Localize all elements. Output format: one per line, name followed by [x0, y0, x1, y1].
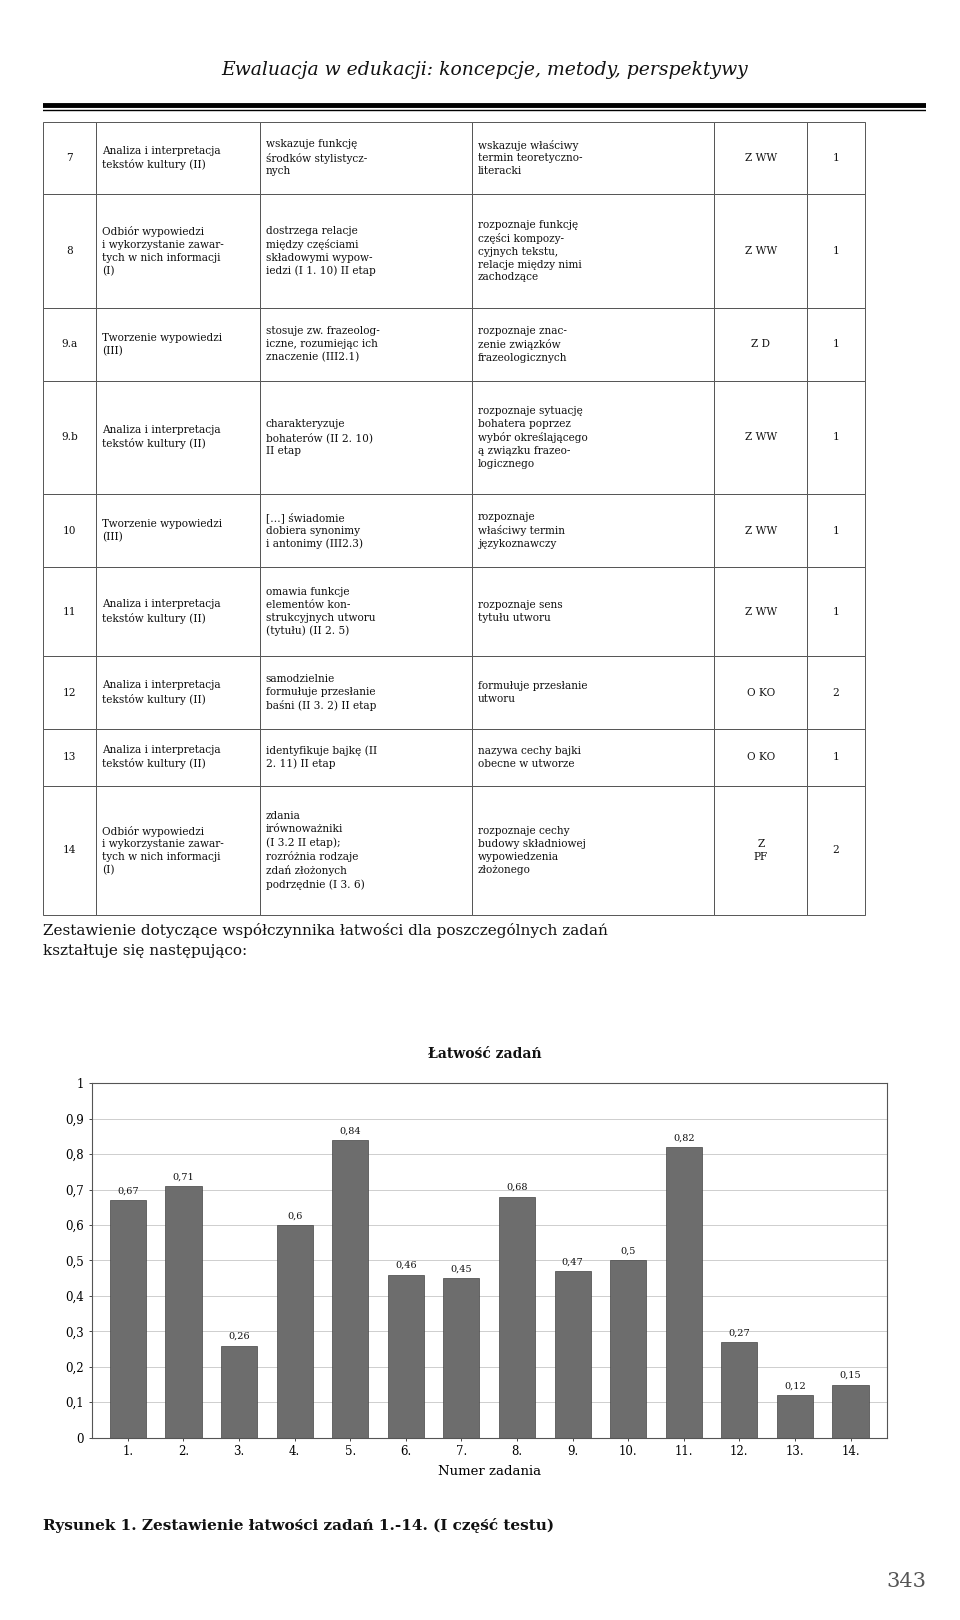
Bar [165, 1186, 202, 1437]
Text: 1: 1 [832, 752, 839, 763]
Text: charakteryzuje
bohaterów (II 2. 10)
II etap: charakteryzuje bohaterów (II 2. 10) II e… [266, 420, 372, 455]
Text: nazywa cechy bajki
obecne w utworze: nazywa cechy bajki obecne w utworze [478, 745, 581, 770]
FancyBboxPatch shape [43, 194, 96, 308]
FancyBboxPatch shape [43, 494, 96, 567]
Bar [276, 1225, 313, 1437]
FancyBboxPatch shape [807, 381, 865, 494]
FancyBboxPatch shape [714, 308, 807, 381]
Text: zdania
irównoważniki
(I 3.2 II etap);
rozróżnia rodzaje
zdań złożonych
podrzędni: zdania irównoważniki (I 3.2 II etap); ro… [266, 812, 365, 889]
Text: Ewaluacja w edukacji: koncepcje, metody, perspektywy: Ewaluacja w edukacji: koncepcje, metody,… [222, 62, 748, 79]
FancyBboxPatch shape [96, 122, 259, 194]
FancyBboxPatch shape [471, 567, 714, 656]
Text: Z WW: Z WW [745, 433, 777, 442]
FancyBboxPatch shape [43, 567, 96, 656]
Text: formułuje przesłanie
utworu: formułuje przesłanie utworu [478, 680, 588, 705]
Bar [611, 1260, 646, 1437]
Text: 7: 7 [66, 152, 73, 164]
Text: rozpoznaje sytuację
bohatera poprzez
wybór określającego
ą związku frazeo-
logic: rozpoznaje sytuację bohatera poprzez wyb… [478, 407, 588, 468]
FancyBboxPatch shape [807, 194, 865, 308]
FancyBboxPatch shape [471, 308, 714, 381]
FancyBboxPatch shape [714, 729, 807, 786]
Text: 0,84: 0,84 [340, 1126, 361, 1136]
Text: stosuje zw. frazeolog-
iczne, rozumiejąc ich
znaczenie (III2.1): stosuje zw. frazeolog- iczne, rozumiejąc… [266, 326, 379, 363]
Text: 14: 14 [63, 846, 77, 855]
Text: rozpoznaje funkcję
części kompozy-
cyjnych tekstu,
relacje między nimi
zachodząc: rozpoznaje funkcję części kompozy- cyjny… [478, 220, 582, 282]
Text: 0,47: 0,47 [562, 1257, 584, 1267]
Text: Odbiór wypowiedzi
i wykorzystanie zawar-
tych w nich informacji
(I): Odbiór wypowiedzi i wykorzystanie zawar-… [103, 826, 224, 875]
Text: 0,15: 0,15 [840, 1371, 861, 1380]
Text: O KO: O KO [747, 752, 775, 763]
Text: 1: 1 [832, 606, 839, 617]
Text: 0,45: 0,45 [450, 1265, 472, 1273]
FancyBboxPatch shape [807, 308, 865, 381]
Text: rozpoznaje
właściwy termin
językoznawczy: rozpoznaje właściwy termin językoznawczy [478, 512, 564, 549]
FancyBboxPatch shape [714, 122, 807, 194]
FancyBboxPatch shape [96, 494, 259, 567]
Text: 1: 1 [832, 433, 839, 442]
FancyBboxPatch shape [807, 567, 865, 656]
Text: Analiza i interpretacja
tekstów kultury (II): Analiza i interpretacja tekstów kultury … [103, 426, 221, 449]
Text: rozpoznaje znac-
zenie związków
frazeologicznych: rozpoznaje znac- zenie związków frazeolo… [478, 326, 567, 363]
FancyBboxPatch shape [714, 494, 807, 567]
Text: 0,26: 0,26 [228, 1332, 250, 1341]
Text: Łatwość zadań: Łatwość zadań [428, 1047, 541, 1061]
Text: 1: 1 [832, 339, 839, 350]
Text: Analiza i interpretacja
tekstów kultury (II): Analiza i interpretacja tekstów kultury … [103, 599, 221, 624]
Bar [665, 1147, 702, 1437]
FancyBboxPatch shape [714, 786, 807, 915]
FancyBboxPatch shape [714, 567, 807, 656]
FancyBboxPatch shape [259, 194, 471, 308]
Bar [555, 1272, 590, 1437]
Text: O KO: O KO [747, 687, 775, 698]
Text: 2: 2 [832, 687, 839, 698]
Text: 1: 1 [832, 152, 839, 164]
FancyBboxPatch shape [807, 786, 865, 915]
FancyBboxPatch shape [96, 786, 259, 915]
FancyBboxPatch shape [807, 494, 865, 567]
FancyBboxPatch shape [807, 656, 865, 729]
Text: Zestawienie dotyczące współczynnika łatwości dla poszczególnych zadań
kształtuje: Zestawienie dotyczące współczynnika łatw… [43, 923, 608, 957]
FancyBboxPatch shape [259, 494, 471, 567]
FancyBboxPatch shape [259, 656, 471, 729]
FancyBboxPatch shape [96, 381, 259, 494]
Text: 0,5: 0,5 [620, 1247, 636, 1256]
FancyBboxPatch shape [259, 786, 471, 915]
Bar [444, 1278, 479, 1437]
Text: dostrzega relacje
między częściami
składowymi wypow-
iedzi (I 1. 10) II etap: dostrzega relacje między częściami skład… [266, 225, 375, 277]
X-axis label: Numer zadania: Numer zadania [438, 1466, 540, 1479]
Text: Tworzenie wypowiedzi
(III): Tworzenie wypowiedzi (III) [103, 332, 223, 356]
Text: Rysunek 1. Zestawienie łatwości zadań 1.-14. (I część testu): Rysunek 1. Zestawienie łatwości zadań 1.… [43, 1518, 554, 1533]
Text: omawia funkcje
elementów kon-
strukcyjnych utworu
(tytułu) (II 2. 5): omawia funkcje elementów kon- strukcyjny… [266, 586, 375, 637]
Text: 0,46: 0,46 [395, 1260, 417, 1270]
Text: 0,67: 0,67 [117, 1186, 138, 1196]
Bar [388, 1275, 424, 1437]
Text: Z WW: Z WW [745, 152, 777, 164]
FancyBboxPatch shape [714, 381, 807, 494]
Text: 0,12: 0,12 [784, 1382, 805, 1390]
Text: 0,27: 0,27 [729, 1328, 750, 1338]
Bar [332, 1140, 369, 1437]
Text: 0,68: 0,68 [506, 1183, 528, 1192]
Text: identyfikuje bajkę (II
2. 11) II etap: identyfikuje bajkę (II 2. 11) II etap [266, 745, 377, 770]
Text: samodzielnie
formułuje przesłanie
baśni (II 3. 2) II etap: samodzielnie formułuje przesłanie baśni … [266, 674, 376, 711]
Text: Z WW: Z WW [745, 525, 777, 536]
Text: […] świadomie
dobiera synonimy
i antonimy (III2.3): […] świadomie dobiera synonimy i antonim… [266, 512, 363, 549]
Text: Analiza i interpretacja
tekstów kultury (II): Analiza i interpretacja tekstów kultury … [103, 680, 221, 705]
FancyBboxPatch shape [807, 729, 865, 786]
FancyBboxPatch shape [43, 122, 96, 194]
FancyBboxPatch shape [471, 381, 714, 494]
Bar [777, 1395, 813, 1437]
Text: Z WW: Z WW [745, 246, 777, 256]
FancyBboxPatch shape [96, 194, 259, 308]
FancyBboxPatch shape [259, 381, 471, 494]
FancyBboxPatch shape [471, 786, 714, 915]
Text: Analiza i interpretacja
tekstów kultury (II): Analiza i interpretacja tekstów kultury … [103, 146, 221, 170]
Text: Z D: Z D [752, 339, 770, 350]
Bar [109, 1200, 146, 1437]
FancyBboxPatch shape [96, 308, 259, 381]
FancyBboxPatch shape [43, 308, 96, 381]
Text: 8: 8 [66, 246, 73, 256]
FancyBboxPatch shape [43, 786, 96, 915]
FancyBboxPatch shape [714, 194, 807, 308]
Text: 0,82: 0,82 [673, 1134, 695, 1142]
